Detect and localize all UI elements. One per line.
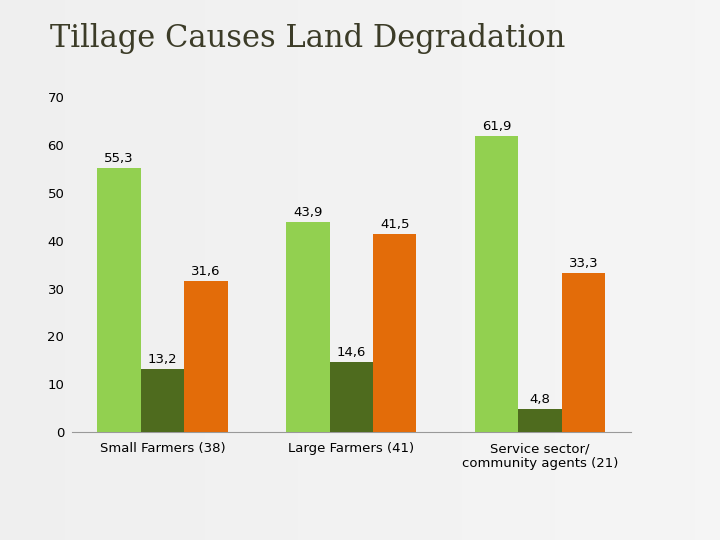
- Text: Tillage Causes Land Degradation: Tillage Causes Land Degradation: [50, 23, 566, 54]
- Bar: [141, 369, 184, 432]
- Bar: [475, 136, 518, 432]
- Text: 33,3: 33,3: [569, 257, 598, 270]
- Bar: [184, 281, 228, 432]
- Text: 61,9: 61,9: [482, 120, 511, 133]
- Text: 31,6: 31,6: [192, 265, 221, 278]
- Text: 14,6: 14,6: [337, 346, 366, 359]
- Text: 41,5: 41,5: [380, 218, 410, 231]
- Bar: [330, 362, 373, 432]
- Bar: [97, 167, 141, 432]
- Text: 4,8: 4,8: [530, 393, 551, 406]
- Bar: [562, 273, 606, 432]
- Bar: [373, 233, 416, 432]
- Text: 55,3: 55,3: [104, 152, 134, 165]
- Bar: [286, 222, 330, 432]
- Text: 13,2: 13,2: [148, 353, 177, 366]
- Text: 43,9: 43,9: [293, 206, 323, 219]
- Bar: [518, 409, 562, 432]
